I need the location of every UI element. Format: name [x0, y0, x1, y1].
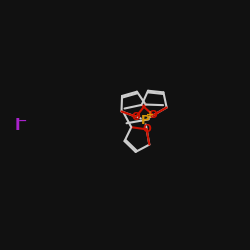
- Text: O: O: [149, 110, 158, 120]
- Text: −: −: [18, 116, 28, 126]
- Text: O: O: [132, 112, 140, 122]
- Text: P: P: [140, 114, 149, 126]
- Text: O: O: [142, 124, 151, 134]
- Text: +: +: [146, 110, 154, 120]
- Text: I: I: [15, 118, 20, 132]
